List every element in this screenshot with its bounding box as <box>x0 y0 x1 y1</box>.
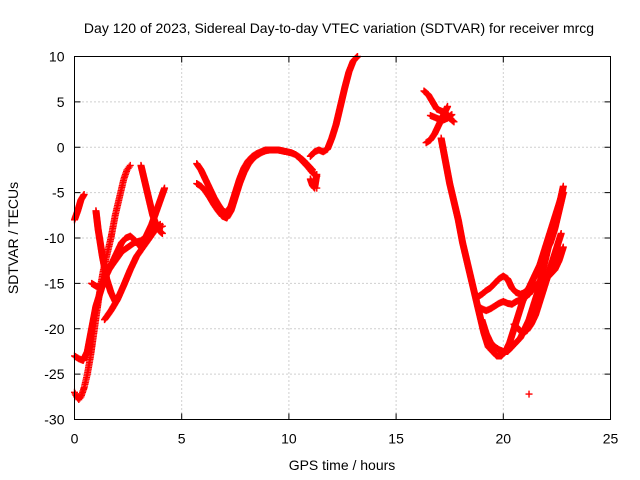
x-axis-title: GPS time / hours <box>289 457 396 473</box>
data-point-arc-l <box>450 118 458 126</box>
x-tick-label: 25 <box>603 431 619 447</box>
data-point-outlier-b <box>525 390 533 398</box>
y-tick-label: -10 <box>44 230 64 246</box>
y-tick-label: 0 <box>57 139 65 155</box>
data-point-arc-a <box>80 190 88 198</box>
data-point-arc-g <box>158 229 166 237</box>
y-tick-label: -15 <box>44 275 64 291</box>
data-point-arc-m <box>444 102 452 110</box>
data-point-arc-c <box>125 163 133 171</box>
x-tick-label: 5 <box>178 431 186 447</box>
data-points <box>71 53 567 404</box>
y-tick-label: 5 <box>57 94 65 110</box>
chart-title: Day 120 of 2023, Sidereal Day-to-day VTE… <box>84 20 594 36</box>
data-point-arc-k <box>313 170 321 178</box>
y-tick-label: -5 <box>52 185 65 201</box>
data-point-arc-i <box>308 166 316 174</box>
data-point-arc-r <box>559 182 567 190</box>
data-point-arc-s <box>557 229 565 237</box>
y-axis-title: SDTVAR / TECUs <box>5 182 21 294</box>
x-tick-label: 20 <box>496 431 512 447</box>
x-tick-label: 15 <box>388 431 404 447</box>
y-tick-label: -30 <box>44 412 64 428</box>
axes: 0 5 10 15 20 25 -30 -25 -20 -15 -10 -5 0 5 10 <box>44 49 618 447</box>
x-tick-label: 0 <box>71 431 79 447</box>
data-point-arc-n <box>448 111 456 119</box>
y-tick-label: 10 <box>49 49 65 65</box>
data-point-arc-d <box>161 184 169 192</box>
data-point-arc-q <box>559 243 567 251</box>
data-point-outlier-a <box>313 184 321 192</box>
x-tick-label: 10 <box>281 431 297 447</box>
data-point-arc-c <box>126 161 134 169</box>
y-tick-label: -25 <box>44 366 64 382</box>
y-tick-label: -20 <box>44 321 64 337</box>
